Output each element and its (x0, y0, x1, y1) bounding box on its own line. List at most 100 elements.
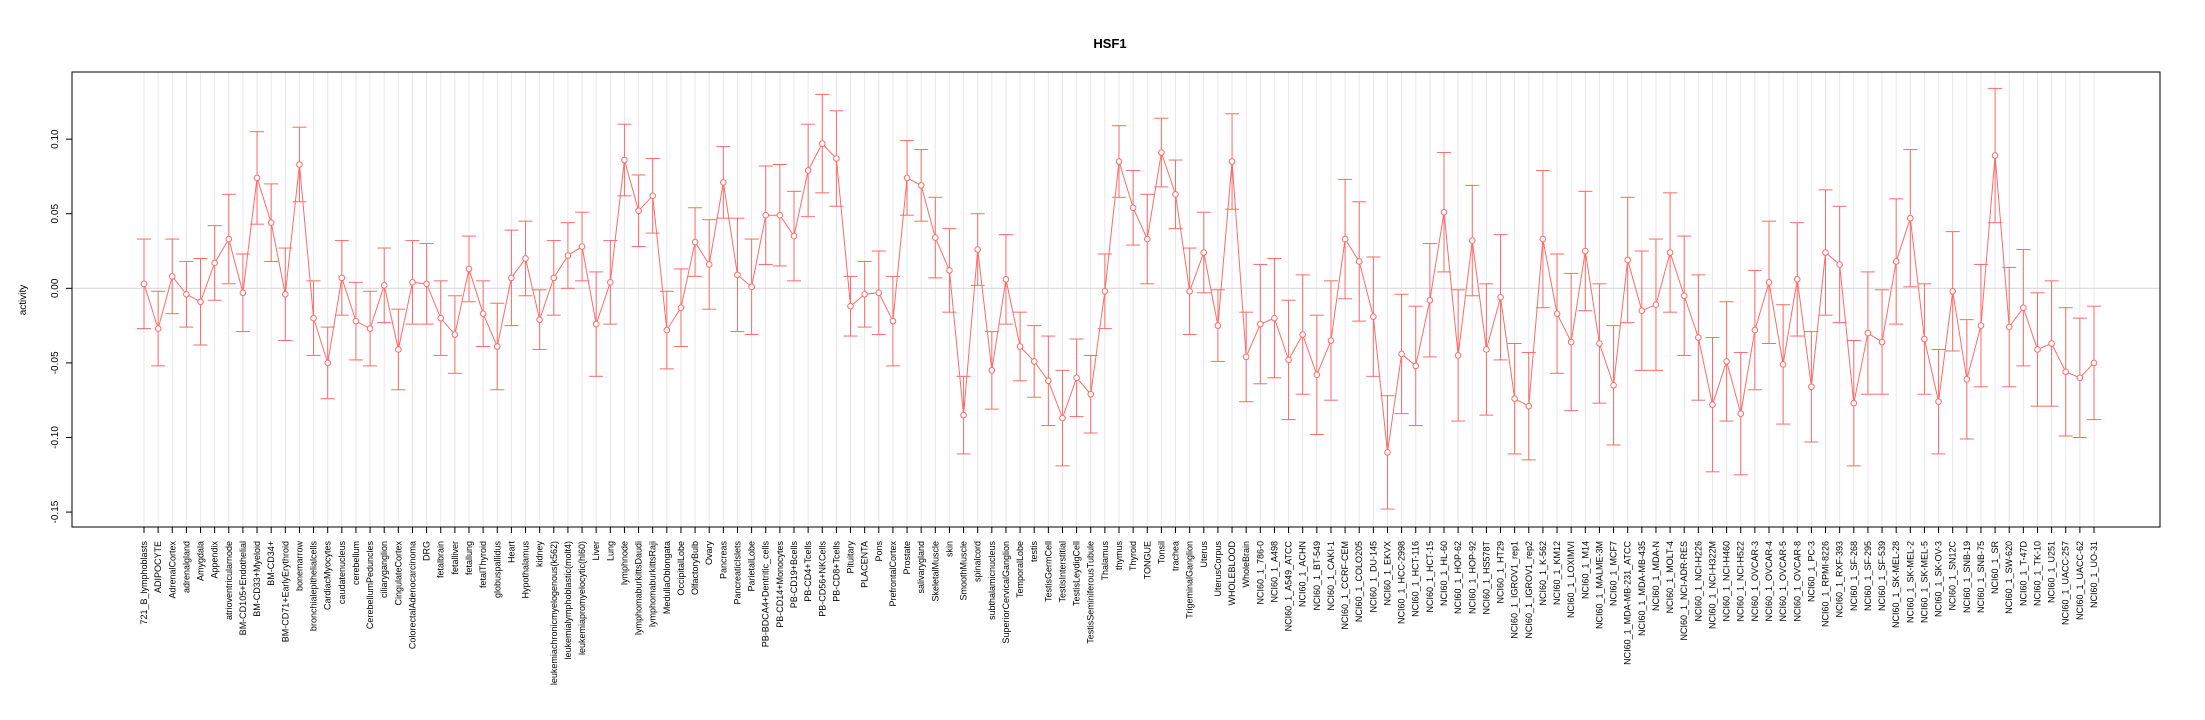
y-tick-label: 0.10 (50, 129, 61, 149)
x-tick-label: NCI60_1_IGROV1_rep2 (1524, 541, 1534, 639)
x-tick-label: ColorectalAdenocarcinoma (407, 541, 417, 649)
data-point (1497, 293, 1504, 301)
x-tick-label: WHOLEBLOOD (1227, 541, 1237, 606)
x-tick-label: fetalThyroid (478, 541, 488, 588)
data-point (465, 265, 473, 273)
x-tick-label: SmoothMuscle (959, 541, 969, 601)
data-point (1073, 374, 1080, 382)
x-tick-label: SuperiorCervicalGanglion (1001, 541, 1011, 644)
x-tick-label: kidney (535, 541, 545, 568)
data-point (1582, 247, 1589, 255)
data-point (1454, 352, 1462, 359)
x-tick-label: NCI60_1_ACHN (1298, 541, 1308, 607)
x-tick-label: leukemialymphoblastic(molt4) (563, 541, 573, 660)
x-tick-label: leukemiapromyelocytic(hl60) (577, 541, 587, 655)
data-point (1299, 331, 1306, 338)
x-tick-label: NCI60_1_HCT-15 (1425, 541, 1435, 613)
data-point (154, 325, 162, 332)
x-tick-label: Thalamus (1100, 541, 1110, 581)
x-tick-label: TestisLeydigCell (1072, 541, 1082, 606)
data-point (239, 289, 247, 297)
x-tick-label: NCI60_1_SNB-19 (1962, 541, 1972, 613)
data-point (932, 234, 939, 241)
data-point (776, 211, 784, 219)
x-tick-label: NCI60_1_SF-539 (1877, 541, 1887, 611)
data-point (1313, 371, 1321, 379)
data-point (1624, 256, 1631, 264)
x-tick-label: atrioventricularnode (224, 541, 234, 620)
data-point (1115, 158, 1123, 165)
x-tick-label: TestisSeminiferousTubule (1086, 541, 1096, 644)
data-point (2076, 374, 2084, 382)
data-point (479, 310, 487, 317)
x-tick-label: NCI60_1_OVCAR-5 (1778, 541, 1788, 622)
x-tick-label: Amygdala (196, 541, 206, 581)
x-tick-label: NCI60_1_OVCAR-3 (1750, 541, 1760, 622)
x-tick-label: NCI60_1_PC-3 (1806, 541, 1816, 602)
x-tick-label: NCI60_1_CAKI-1 (1326, 541, 1336, 611)
x-tick-label: NCI60_1_T-47D (2018, 541, 2028, 607)
x-tick-label: Thyroid (1128, 541, 1138, 571)
data-point (1680, 292, 1688, 300)
x-tick-label: ParietalLobe (747, 541, 757, 592)
x-tick-label: NCI60_1_MDA-MB-231_ATCC (1623, 541, 1633, 665)
x-tick-label: NCI60_1_OVCAR-8 (1792, 541, 1802, 622)
x-tick-label: NCI60_1_M14 (1580, 541, 1590, 599)
x-tick-label: NCI60_1_UACC-62 (2075, 541, 2085, 620)
x-tick-label: lymphomaburkittsRaji (648, 541, 658, 627)
x-tick-label: NCI60_1_HT29 (1496, 541, 1506, 604)
data-point (790, 232, 798, 240)
data-point (1341, 235, 1349, 243)
data-point (380, 282, 388, 289)
data-point (847, 302, 854, 310)
x-tick-label: PB-CD4+Tcells (803, 541, 813, 602)
data-point (1030, 358, 1038, 365)
y-axis: -0.15 -0.10 -0.05 0.00 0.05 0.10 (50, 129, 72, 523)
y-tick-label: -0.05 (50, 351, 61, 374)
x-tick-label: lymphnode (619, 541, 629, 585)
data-point (889, 317, 897, 325)
x-tick-label: Tonsil (1156, 541, 1166, 564)
x-tick-label: NCI60_1_HOP-92 (1467, 541, 1477, 614)
data-point (1949, 287, 1956, 295)
data-point (607, 279, 614, 286)
x-tick-label: NCI60_1_UO-31 (2089, 541, 2099, 608)
x-tick-label: NCI60_1_MDA-N (1651, 541, 1661, 611)
data-point (282, 290, 289, 298)
data-point (1384, 449, 1391, 456)
x-tick-label: NCI60_1_SNB-75 (1976, 541, 1986, 613)
data-point (1087, 390, 1095, 398)
x-tick-label: NCI60_1_DU-145 (1368, 541, 1378, 613)
x-tick-label: AdrenalCortex (167, 541, 177, 599)
x-tick-label: TrigeminalGanglion (1185, 541, 1195, 619)
data-point (366, 325, 374, 332)
data-point (1836, 261, 1843, 268)
data-point (267, 219, 275, 226)
x-tick-label: NCI60_1_IGROV1_rep1 (1510, 541, 1520, 639)
x-tick-label: BM-CD34+ (266, 541, 276, 586)
data-point (253, 174, 261, 182)
x-tick-label: testis (1029, 541, 1039, 563)
x-tick-label: NCI60_1_A498 (1269, 541, 1279, 603)
x-tick-label: skin (944, 541, 954, 557)
x-tick-label: PancreaticIslets (732, 541, 742, 605)
data-point (734, 271, 741, 279)
x-tick-label: thymus (1114, 541, 1124, 571)
data-point (1271, 314, 1278, 322)
data-point (663, 326, 671, 334)
x-tick-label: NCI60_1_EKVX (1382, 541, 1392, 606)
data-point (818, 140, 826, 147)
data-point (225, 235, 233, 243)
data-point (1158, 149, 1165, 156)
x-tick-label: trachea (1171, 541, 1181, 571)
x-tick-label: NCI60_1_SF-268 (1849, 541, 1859, 611)
x-tick-label: DRG (422, 541, 432, 561)
data-point (1878, 338, 1886, 346)
data-point (409, 279, 416, 286)
data-point (1610, 381, 1617, 389)
x-tick-label: ciliaryganglion (379, 541, 389, 598)
data-point (2048, 340, 2055, 347)
data-point (1355, 258, 1363, 265)
data-point (2020, 304, 2027, 312)
data-point (550, 274, 558, 282)
